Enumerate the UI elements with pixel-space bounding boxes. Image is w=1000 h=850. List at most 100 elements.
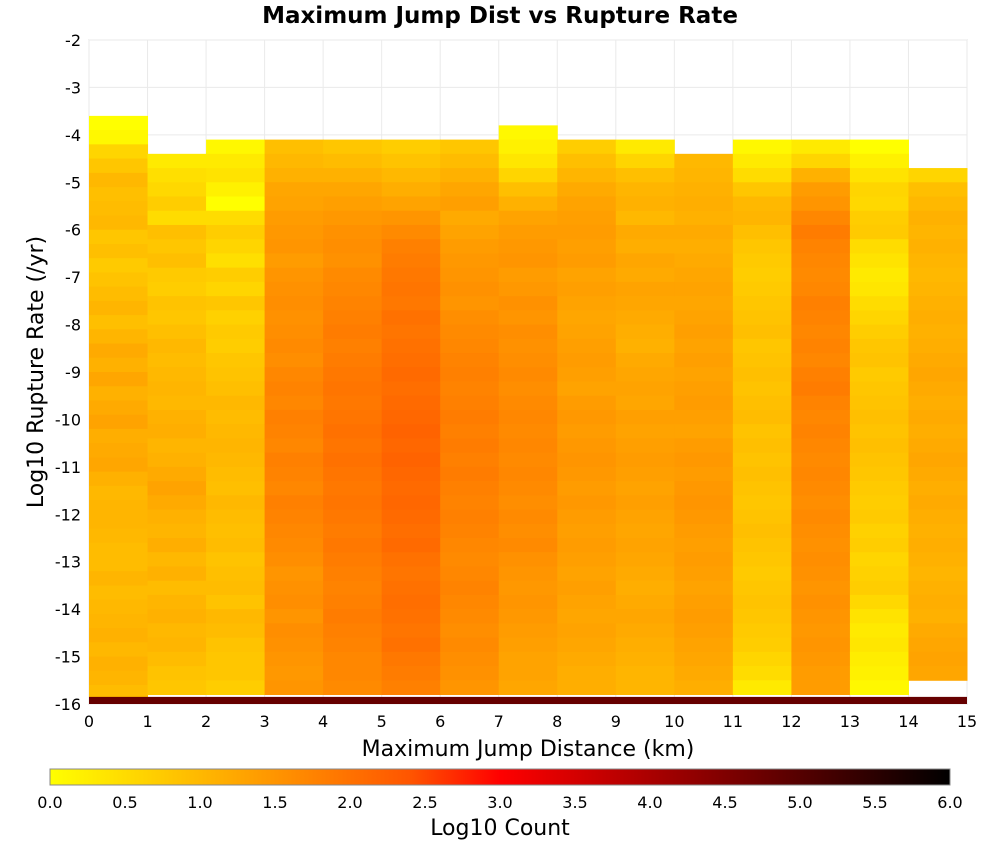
heatmap-cell bbox=[147, 353, 207, 368]
heatmap-cell bbox=[381, 324, 441, 340]
heatmap-cell bbox=[264, 509, 324, 525]
heatmap-cell bbox=[791, 580, 851, 596]
heatmap-cell bbox=[615, 680, 675, 696]
heatmap-cell bbox=[440, 566, 500, 582]
heatmap-cell bbox=[264, 637, 324, 653]
heatmap-cell bbox=[615, 509, 675, 525]
heatmap-cell bbox=[89, 315, 149, 330]
heatmap-cell bbox=[264, 538, 324, 553]
heatmap-cell bbox=[791, 324, 851, 340]
heatmap-cell bbox=[147, 367, 207, 382]
heatmap-cell bbox=[674, 523, 734, 539]
heatmap-cell bbox=[323, 253, 383, 269]
heatmap-cell bbox=[440, 381, 500, 397]
heatmap-cell bbox=[147, 523, 207, 539]
heatmap-cell bbox=[615, 552, 675, 567]
heatmap-cell bbox=[615, 637, 675, 653]
heatmap-cell bbox=[498, 381, 558, 397]
heatmap-cell bbox=[732, 538, 792, 553]
heatmap-cell bbox=[849, 552, 909, 567]
heatmap-cell bbox=[732, 395, 792, 411]
heatmap-cell bbox=[323, 196, 383, 212]
heatmap-cell bbox=[323, 409, 383, 425]
heatmap-cell bbox=[908, 566, 968, 582]
heatmap-cell bbox=[908, 310, 968, 326]
heatmap-cell bbox=[557, 338, 617, 354]
heatmap-cell bbox=[791, 409, 851, 425]
heatmap-cell bbox=[206, 281, 266, 297]
heatmap-cell bbox=[89, 471, 149, 487]
heatmap-cell bbox=[498, 580, 558, 596]
heatmap-cell bbox=[615, 239, 675, 254]
heatmap-cell bbox=[557, 680, 617, 696]
heatmap-cell bbox=[89, 528, 149, 544]
heatmap-cell bbox=[381, 651, 441, 667]
heatmap-cell bbox=[381, 566, 441, 582]
heatmap-cell bbox=[89, 556, 149, 572]
heatmap-cell bbox=[147, 509, 207, 525]
heatmap-cell bbox=[557, 210, 617, 226]
heatmap-cell bbox=[908, 666, 968, 681]
heatmap-cell bbox=[498, 196, 558, 212]
heatmap-cell bbox=[264, 196, 324, 212]
heatmap-cell bbox=[498, 552, 558, 567]
heatmap-cell bbox=[89, 500, 149, 515]
heatmap-cell bbox=[498, 424, 558, 439]
heatmap-cell bbox=[732, 523, 792, 539]
heatmap-cell bbox=[381, 594, 441, 610]
heatmap-cell bbox=[498, 296, 558, 311]
heatmap-cell bbox=[147, 651, 207, 667]
heatmap-cell bbox=[323, 594, 383, 610]
heatmap-cell bbox=[849, 594, 909, 610]
y-tick-label: -16 bbox=[55, 695, 81, 714]
heatmap-cell bbox=[147, 452, 207, 468]
heatmap-cell bbox=[89, 172, 149, 188]
heatmap-cell bbox=[323, 139, 383, 155]
heatmap-cell bbox=[147, 210, 207, 226]
heatmap-cell bbox=[264, 552, 324, 567]
heatmap-cell bbox=[557, 509, 617, 525]
heatmap-cell bbox=[440, 296, 500, 311]
heatmap-cell bbox=[615, 224, 675, 240]
heatmap-cell bbox=[791, 623, 851, 639]
heatmap-cell bbox=[206, 210, 266, 226]
heatmap-cell bbox=[498, 637, 558, 653]
heatmap-cell bbox=[615, 409, 675, 425]
heatmap-cell bbox=[908, 509, 968, 525]
heatmap-cell bbox=[264, 523, 324, 539]
heatmap-cell bbox=[147, 566, 207, 582]
heatmap-cell bbox=[791, 637, 851, 653]
heatmap-cell bbox=[498, 594, 558, 610]
heatmap-cell bbox=[908, 182, 968, 198]
heatmap-cell bbox=[908, 580, 968, 596]
heatmap-cell bbox=[498, 409, 558, 425]
heatmap-cell bbox=[908, 552, 968, 567]
heatmap-cell bbox=[440, 637, 500, 653]
heatmap-cell bbox=[264, 310, 324, 326]
heatmap-cell bbox=[849, 224, 909, 240]
heatmap-cell bbox=[440, 281, 500, 297]
heatmap-cell bbox=[908, 210, 968, 226]
heatmap-cell bbox=[791, 395, 851, 411]
heatmap-cell bbox=[908, 239, 968, 254]
heatmap-cell bbox=[147, 637, 207, 653]
heatmap-cell bbox=[498, 338, 558, 354]
heatmap-cell bbox=[206, 310, 266, 326]
heatmap-cell bbox=[264, 239, 324, 254]
heatmap-cell bbox=[615, 452, 675, 468]
x-tick-label: 2 bbox=[201, 712, 211, 731]
heatmap-cell bbox=[89, 215, 149, 231]
heatmap-cell bbox=[849, 296, 909, 311]
heatmap-cell bbox=[440, 651, 500, 667]
heatmap-cell bbox=[89, 144, 149, 160]
heatmap-cell bbox=[849, 538, 909, 553]
heatmap-cell bbox=[264, 153, 324, 169]
heatmap-cell bbox=[264, 651, 324, 667]
heatmap-cell bbox=[557, 324, 617, 340]
heatmap-cell bbox=[147, 623, 207, 639]
heatmap-cell bbox=[89, 613, 149, 629]
heatmap-cell bbox=[674, 538, 734, 553]
heatmap-cell bbox=[615, 623, 675, 639]
heatmap-cell bbox=[615, 495, 675, 511]
heatmap-cell bbox=[791, 466, 851, 482]
